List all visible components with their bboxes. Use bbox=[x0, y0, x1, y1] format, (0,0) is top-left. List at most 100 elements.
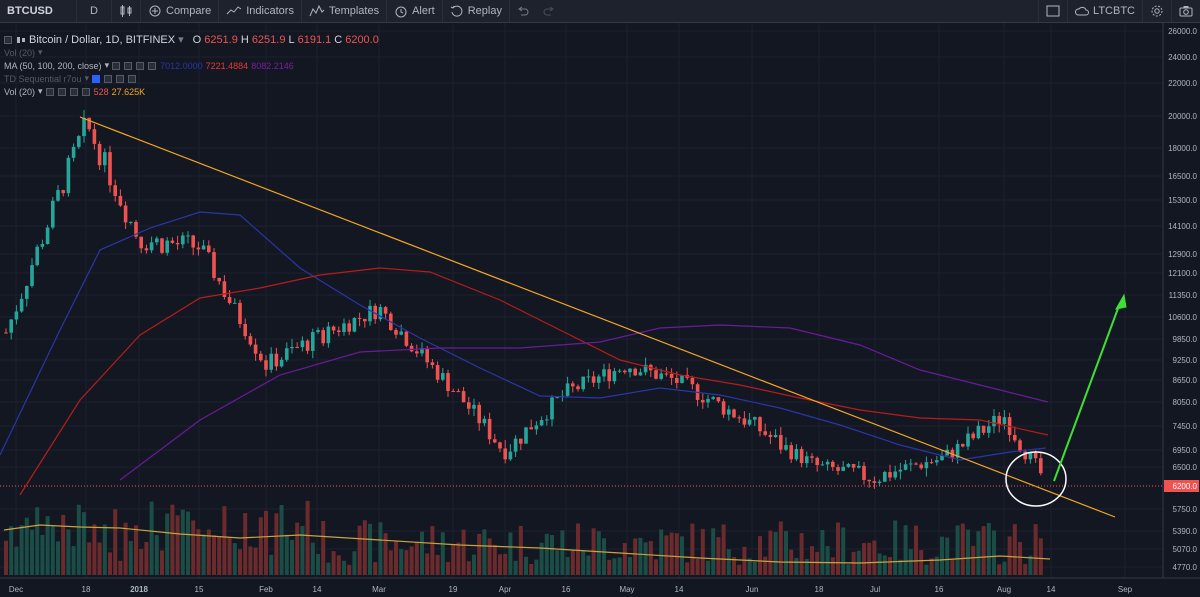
time-tick-label: Feb bbox=[259, 585, 273, 594]
volume-bar bbox=[82, 512, 86, 575]
td-legend[interactable]: TD Sequential r7ou ▾ bbox=[4, 73, 137, 84]
volume-bar bbox=[232, 543, 237, 575]
settings-button[interactable] bbox=[1143, 0, 1172, 22]
replay-button[interactable]: Replay bbox=[443, 0, 510, 22]
volume-bar bbox=[40, 534, 45, 575]
eye-icon[interactable] bbox=[112, 61, 121, 70]
candle-body bbox=[706, 398, 710, 403]
eye-icon[interactable] bbox=[92, 74, 101, 83]
ma-value-100: 7221.4884 bbox=[205, 60, 249, 71]
close-icon[interactable] bbox=[69, 87, 78, 96]
volume-bar bbox=[248, 546, 253, 575]
legend-menu-icon[interactable]: ▾ bbox=[178, 34, 184, 46]
price-axis[interactable]: 26000.0 24000.0 22000.0 20000.0 18000.0 16500… bbox=[1162, 23, 1200, 597]
candle-body bbox=[259, 353, 263, 361]
volume-bar bbox=[669, 532, 674, 575]
candle-body bbox=[555, 397, 559, 399]
fullscreen-button[interactable] bbox=[1038, 0, 1069, 22]
alert-button[interactable]: Alert bbox=[387, 0, 443, 22]
candle-body bbox=[326, 326, 331, 344]
interval-button[interactable]: D bbox=[77, 0, 112, 22]
top-toolbar: BTCUSD D Compare Indicators Templates Al… bbox=[0, 0, 1200, 23]
ma200-line bbox=[119, 324, 1049, 481]
more-icon[interactable] bbox=[128, 74, 137, 83]
chevron-down-icon: ▾ bbox=[84, 73, 90, 83]
indicators-button[interactable]: Indicators bbox=[219, 0, 302, 22]
compare-button[interactable]: Compare bbox=[141, 0, 220, 22]
volume-bar bbox=[1023, 564, 1028, 575]
candle-body bbox=[66, 157, 71, 194]
more-icon[interactable] bbox=[81, 87, 90, 96]
volume-bar bbox=[576, 523, 580, 575]
volume-bar bbox=[799, 533, 804, 575]
templates-button[interactable]: Templates bbox=[302, 0, 388, 22]
volume-bar bbox=[607, 559, 612, 575]
candle-body bbox=[170, 240, 175, 243]
eye-icon[interactable] bbox=[45, 87, 54, 96]
more-icon[interactable] bbox=[148, 61, 157, 70]
candle-body bbox=[997, 415, 1001, 424]
redo-button[interactable] bbox=[536, 0, 562, 22]
volume-bar bbox=[914, 525, 918, 575]
candle-body bbox=[929, 462, 934, 464]
chart-style-button[interactable] bbox=[112, 0, 141, 22]
price-axis-bg bbox=[1163, 23, 1200, 597]
vol-legend-collapsed[interactable]: Vol (20) ▾ bbox=[4, 47, 43, 58]
volume-bar bbox=[352, 551, 357, 575]
collapse-legend-icon[interactable] bbox=[4, 35, 12, 44]
volume-bar bbox=[888, 557, 892, 575]
volume-bar bbox=[643, 542, 648, 575]
price-tick-label: 5070.0 bbox=[1173, 545, 1198, 554]
annotations[interactable] bbox=[0, 116, 1162, 518]
volume-bar bbox=[555, 550, 560, 575]
volume-bar bbox=[836, 522, 840, 575]
settings-icon[interactable] bbox=[104, 74, 113, 83]
candle-body bbox=[716, 397, 721, 402]
close-icon[interactable] bbox=[116, 74, 125, 83]
settings-icon[interactable] bbox=[124, 61, 133, 70]
volume-bar bbox=[867, 542, 872, 575]
vol2-legend[interactable]: Vol (20) ▾ 528 27.625K bbox=[4, 86, 145, 97]
price-tick-label: 5750.0 bbox=[1173, 505, 1198, 514]
close-icon[interactable] bbox=[136, 61, 145, 70]
volume-bar bbox=[986, 522, 991, 575]
price-tick-label: 11350.0 bbox=[1169, 291, 1198, 300]
time-axis[interactable]: Dec 18 2018 15 Feb 14 Mar 19 Apr 16 May 14 Jun 18 Jul 1… bbox=[0, 577, 1200, 597]
compare-symbol-button[interactable]: LTCBTC bbox=[1068, 0, 1143, 22]
camera-icon bbox=[1179, 6, 1193, 17]
candle-body bbox=[1002, 417, 1007, 424]
candle-body bbox=[482, 418, 487, 424]
settings-icon[interactable] bbox=[57, 87, 66, 96]
price-chart[interactable]: 26000.0 24000.0 22000.0 20000.0 18000.0 16500… bbox=[0, 23, 1200, 597]
volume-bar bbox=[700, 528, 705, 575]
candle-body bbox=[201, 245, 206, 250]
candle-body bbox=[149, 242, 154, 251]
symbol-search[interactable]: BTCUSD bbox=[0, 0, 77, 22]
candle-body bbox=[701, 399, 705, 403]
price-tick-label: 4770.0 bbox=[1173, 563, 1198, 572]
candle-body bbox=[71, 146, 76, 158]
price-tick-label: 6500.0 bbox=[1173, 463, 1198, 472]
candle-body bbox=[664, 373, 669, 375]
volume-bar bbox=[206, 529, 211, 575]
volume-bar bbox=[300, 526, 305, 575]
snapshot-button[interactable] bbox=[1172, 0, 1200, 22]
candle-body bbox=[773, 435, 778, 438]
close-label: C bbox=[334, 33, 343, 46]
candle-body bbox=[1039, 458, 1043, 474]
candle-body bbox=[253, 344, 258, 354]
candle-body bbox=[831, 461, 835, 468]
candle-body bbox=[524, 427, 528, 444]
indicators-icon bbox=[226, 6, 242, 15]
chart-area[interactable]: 26000.0 24000.0 22000.0 20000.0 18000.0 16500… bbox=[0, 23, 1200, 597]
volume-bar bbox=[830, 557, 835, 575]
candle-body bbox=[248, 336, 253, 345]
time-tick-label: Sep bbox=[1118, 585, 1133, 594]
volume-bar bbox=[976, 531, 981, 575]
volume-bar bbox=[602, 538, 606, 575]
time-tick-label: 15 bbox=[195, 585, 204, 594]
ma-legend[interactable]: MA (50, 100, 200, close) ▾ 7012.0000 7221… bbox=[4, 60, 294, 71]
volume-bar bbox=[752, 561, 757, 575]
candle-body bbox=[872, 481, 877, 483]
undo-button[interactable] bbox=[510, 0, 536, 22]
